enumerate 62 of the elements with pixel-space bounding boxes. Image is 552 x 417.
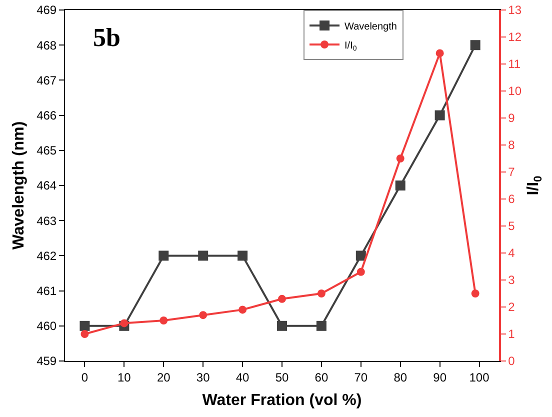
point [277,320,287,331]
x-tick-label: 20 [156,370,171,384]
point [356,250,366,261]
point [238,306,247,314]
y2-tick-label: 0 [508,354,516,368]
y-tick-label: 465 [36,144,57,158]
point [356,268,365,276]
y2-tick-label: 7 [508,165,516,180]
legend-label: I/I$_{0}$ [344,40,357,52]
annotation: 5b [93,23,120,52]
y2-tick-label: 13 [508,3,522,18]
point [120,319,128,328]
legend-label: Wavelength [344,21,397,32]
y2-tick-label: 10 [508,84,522,98]
y2-tick-label: 6 [508,192,516,206]
y-tick-label: 467 [36,73,57,88]
point [471,290,480,298]
x-tick-label: 50 [275,370,289,384]
point [436,49,444,58]
point [434,110,445,120]
point [80,330,89,338]
point [278,294,286,303]
y-tick-label: 469 [36,3,57,18]
y-tick-label: 463 [36,214,57,228]
y-axis-title: Wavelength (nm) [10,121,28,250]
y2-tick-label: 5 [508,219,516,234]
y-tick-label: 459 [36,354,57,368]
point [317,290,326,298]
y2-tick-label: 8 [508,138,516,152]
x-tick-label: 0 [81,370,88,384]
point [80,320,90,331]
y-tick-label: 468 [36,38,57,52]
y-tick-label: 461 [36,284,57,298]
point [395,180,406,190]
x-tick-label: 10 [118,370,132,384]
y2-tick-label: 1 [508,327,516,342]
x-tick-label: 60 [314,370,328,384]
y2-tick-label: 11 [508,57,521,72]
y2-tick-label: 12 [508,30,522,44]
y2-tick-label: 4 [508,246,516,260]
point [199,311,208,320]
y2-tick-label: 9 [508,111,516,126]
point [158,250,169,261]
x-tick-label: 30 [196,370,210,384]
point [396,154,404,162]
y-tick-label: 460 [36,319,57,334]
point [160,316,168,324]
x-tick-label: 90 [433,370,447,384]
y-tick-label: 466 [36,108,57,122]
x-tick-label: 100 [469,370,490,384]
x-tick-label: 70 [354,370,368,384]
x-tick-label: 80 [394,370,408,384]
point [316,320,326,331]
x-axis-title: Water Fration (vol %) [202,392,362,410]
y2-tick-label: 3 [508,273,516,288]
y-tick-label: 462 [36,248,57,263]
y2-tick-label: 2 [508,300,516,314]
point [198,250,208,261]
point [238,250,248,261]
x-tick-label: 40 [236,370,250,384]
point [470,40,480,50]
y-tick-label: 464 [36,178,57,193]
